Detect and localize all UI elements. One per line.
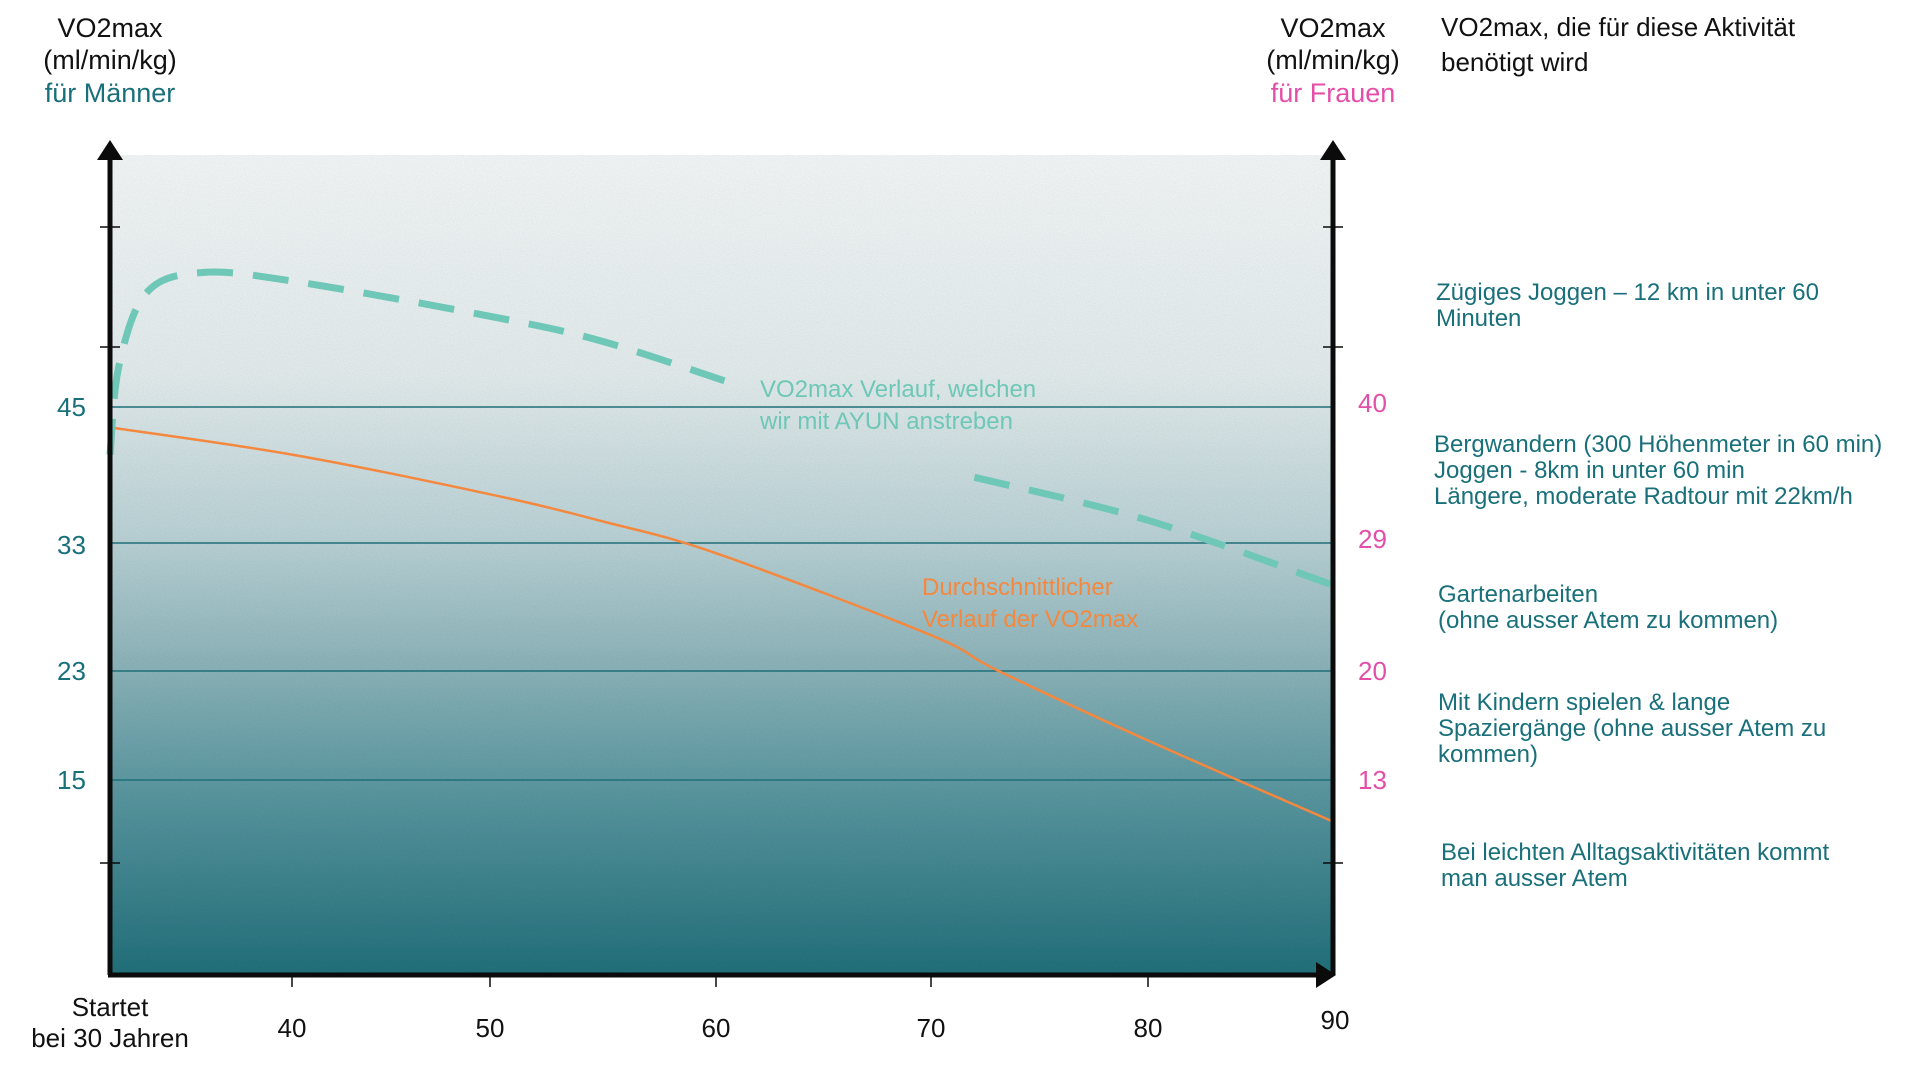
plot-background	[110, 155, 1333, 975]
average-annotation-line1: Durchschnittlicher	[922, 574, 1113, 601]
x-tick-80: 80	[1133, 1013, 1163, 1043]
left-axis-arrow	[97, 140, 123, 160]
x-start-line2: bei 30 Jahren	[31, 1023, 189, 1054]
right-tick-40: 40	[1358, 388, 1387, 418]
ayun-annotation: VO2max Verlauf, welchen wir mit AYUN ans…	[760, 374, 1036, 439]
left-axis-title-line2: (ml/min/kg)	[43, 45, 177, 76]
x-axis-arrow	[1316, 962, 1336, 988]
activity-level-4: Mit Kindern spielen & lange Spaziergänge…	[1438, 689, 1827, 768]
activities-heading-line1: VO2max, die für diese Aktivität	[1441, 12, 1796, 42]
right-tick-29: 29	[1358, 524, 1387, 554]
left-tick-23: 23	[57, 656, 86, 686]
x-tick-90: 90	[1320, 1005, 1350, 1035]
ayun-target-line	[106, 268, 1335, 589]
right-axis-title-line2: (ml/min/kg)	[1266, 45, 1400, 76]
right-axis-title-line3: für Frauen	[1270, 77, 1396, 108]
average-annotation: Durchschnittlicher Verlauf der VO2max	[922, 572, 1138, 637]
right-axis-title-line1: VO2max	[1280, 13, 1386, 43]
right-tick-20: 20	[1358, 656, 1387, 686]
ayun-annotation-line2: wir mit AYUN anstreben	[760, 408, 1013, 436]
ayun-annotation-line1: VO2max Verlauf, welchen	[760, 376, 1037, 403]
x-tick-50: 50	[475, 1013, 505, 1043]
left-axis-title: VO2max (ml/min/kg) für Männer	[25, 12, 195, 109]
right-axis-title: VO2max (ml/min/kg) für Frauen	[1248, 12, 1418, 109]
x-tick-40: 40	[277, 1013, 307, 1043]
x-tick-60: 60	[701, 1013, 731, 1043]
activities-heading: VO2max, die für diese Aktivität benötigt…	[1441, 10, 1901, 80]
x-start-line1: Startet	[71, 992, 149, 1022]
left-tick-33: 33	[57, 530, 86, 560]
activity-level-1: Zügiges Joggen – 12 km in unter 60 Minut…	[1436, 279, 1819, 332]
activities-heading-line2: benötigt wird	[1441, 47, 1589, 78]
left-tick-45: 45	[57, 392, 86, 422]
activity-level-2: Bergwandern (300 Höhenmeter in 60 min) J…	[1434, 431, 1883, 510]
activity-level-3: Gartenarbeiten (ohne ausser Atem zu komm…	[1438, 581, 1779, 634]
average-annotation-line2: Verlauf der VO2max	[922, 606, 1139, 634]
left-tick-15: 15	[57, 765, 86, 795]
right-tick-13: 13	[1358, 765, 1387, 795]
left-axis-title-line1: VO2max	[57, 13, 163, 43]
activity-level-5: Bei leichten Alltagsaktivitäten kommt ma…	[1441, 839, 1830, 892]
right-axis-arrow	[1320, 140, 1346, 160]
left-axis-title-line3: für Männer	[44, 77, 176, 108]
x-start-label: Startet bei 30 Jahren	[20, 992, 200, 1054]
average-vo2max-line	[109, 426, 1334, 823]
x-tick-70: 70	[916, 1013, 946, 1043]
